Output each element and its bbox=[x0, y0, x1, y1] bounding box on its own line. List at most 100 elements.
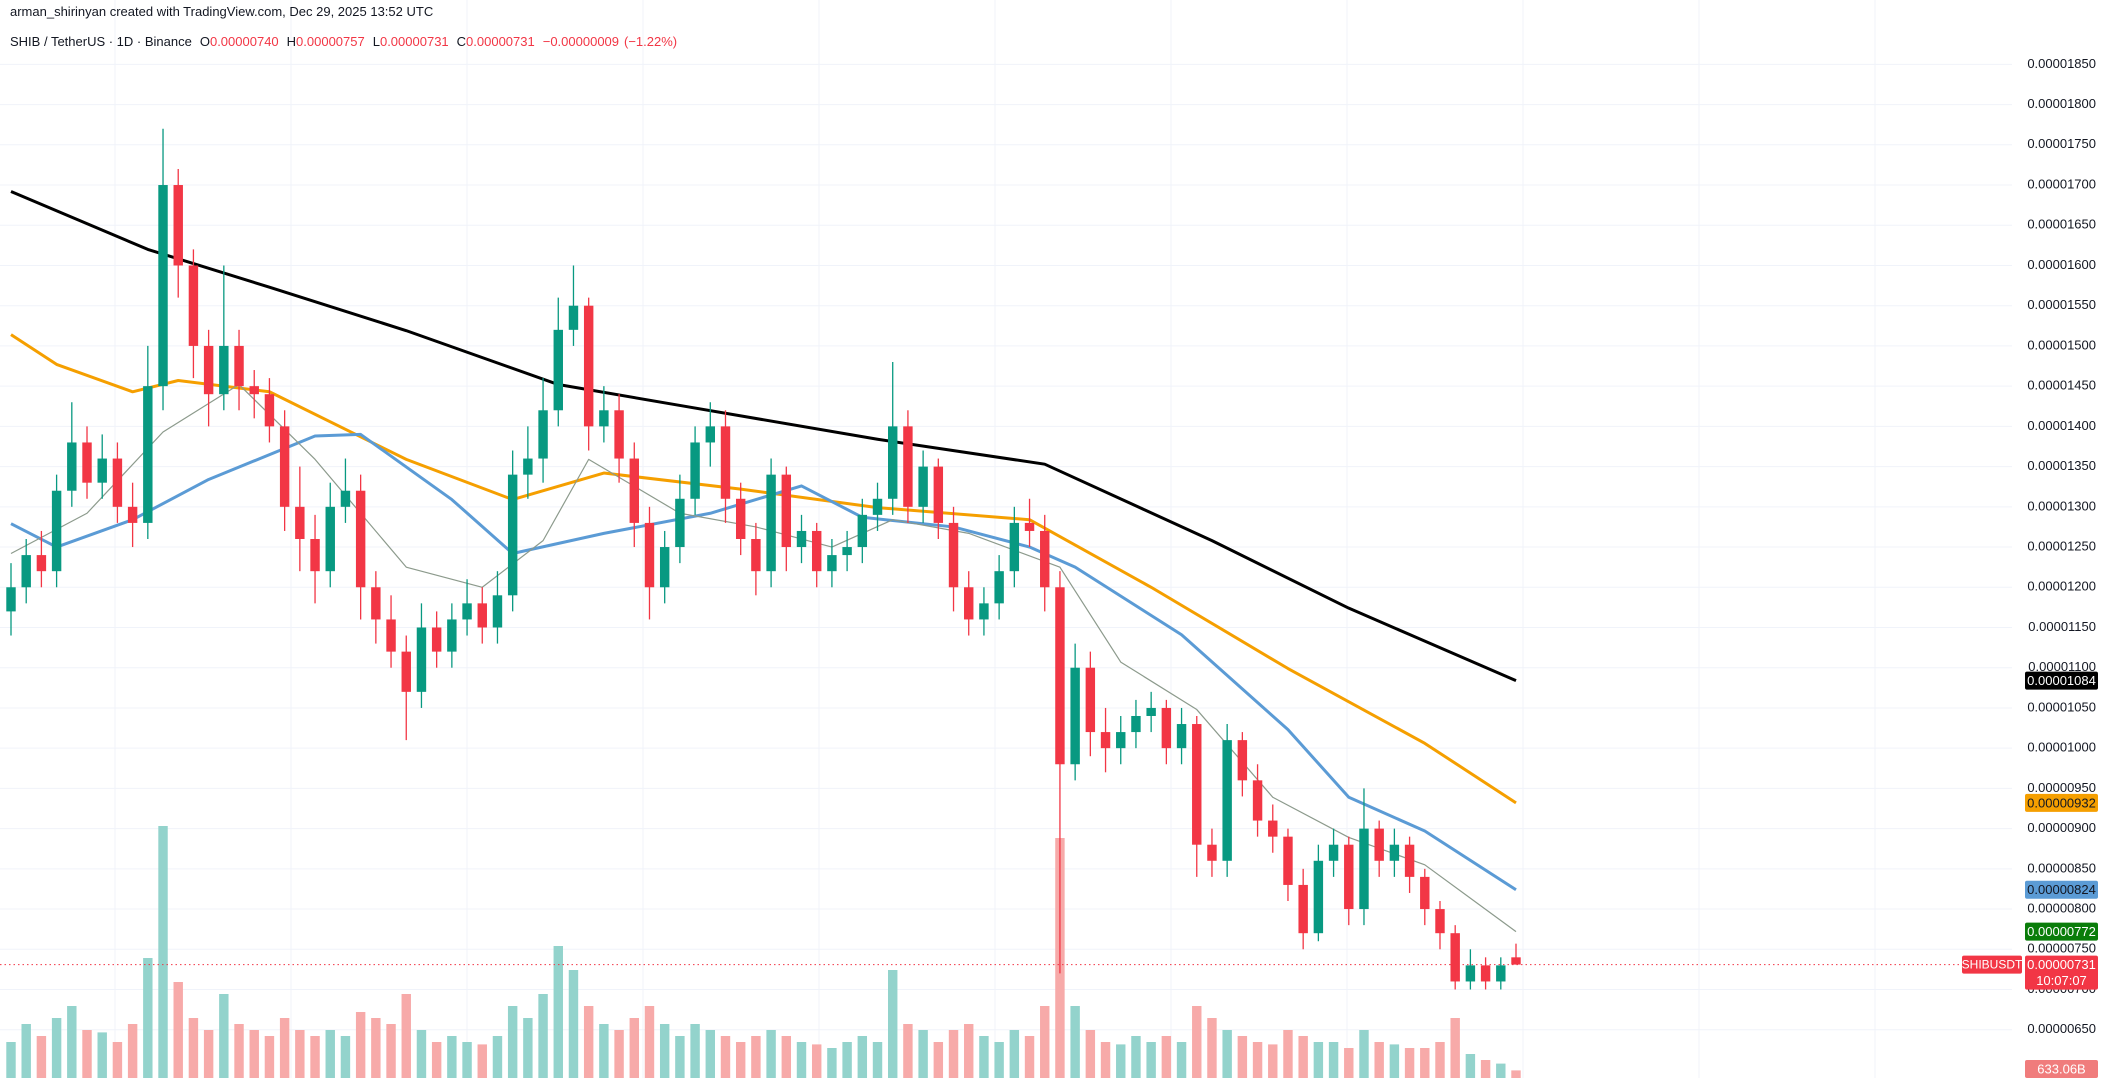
volume-bar bbox=[1435, 1042, 1445, 1078]
y-tick-label: 0.00000750 bbox=[2027, 941, 2096, 956]
candle-body bbox=[310, 539, 320, 572]
author-line: arman_shirinyan created with TradingView… bbox=[10, 4, 434, 19]
candle-body bbox=[903, 426, 913, 507]
candle-body bbox=[279, 426, 290, 507]
candle-body bbox=[1328, 844, 1339, 861]
volume-bar bbox=[188, 1018, 199, 1078]
volume-bar bbox=[67, 1006, 77, 1078]
candle-body bbox=[1283, 836, 1293, 885]
candle-body bbox=[416, 627, 427, 692]
volume-bar bbox=[507, 1006, 518, 1078]
volume-bar bbox=[523, 1018, 533, 1078]
countdown: 10:07:07 bbox=[2036, 973, 2087, 988]
candle-body bbox=[431, 627, 442, 652]
volume-bar bbox=[1040, 1006, 1050, 1078]
volume-bar bbox=[538, 994, 548, 1078]
legend-key: L bbox=[372, 34, 380, 49]
volume-bar bbox=[1298, 1036, 1308, 1078]
candle-body bbox=[21, 555, 31, 588]
y-tick-label: 0.00001850 bbox=[2027, 56, 2096, 71]
legend-key: H bbox=[286, 34, 297, 49]
volume-bar bbox=[857, 1036, 868, 1078]
volume-bar bbox=[599, 1024, 609, 1078]
volume-bar bbox=[1252, 1042, 1263, 1078]
y-tick-label: 0.00000950 bbox=[2027, 780, 2096, 795]
volume-bar bbox=[735, 1042, 746, 1078]
candle-body bbox=[888, 426, 898, 499]
price-label: 0.00000932 bbox=[2027, 795, 2096, 810]
volume-bar bbox=[1268, 1044, 1278, 1078]
last-price-box bbox=[2025, 955, 2098, 990]
candle-body bbox=[1207, 844, 1217, 861]
volume-bar bbox=[1359, 1030, 1369, 1078]
candle-body bbox=[1192, 724, 1202, 845]
volume-bar bbox=[1511, 1070, 1521, 1078]
candle-body bbox=[766, 474, 776, 572]
legend-value: 0.00000731 bbox=[379, 34, 449, 49]
y-tick-label: 0.00001100 bbox=[2028, 659, 2096, 674]
candle-body bbox=[614, 410, 624, 459]
volume-bar bbox=[36, 1036, 47, 1078]
candle-body bbox=[857, 514, 868, 548]
volume-bar bbox=[948, 1030, 959, 1078]
legend-value: 0.00000757 bbox=[296, 34, 365, 49]
symbol: SHIB / TetherUS · 1D · Binance bbox=[10, 34, 192, 49]
candle-body bbox=[97, 458, 107, 483]
volume-bar bbox=[690, 1024, 700, 1078]
volume-bar bbox=[295, 1030, 305, 1078]
candle-body bbox=[1420, 876, 1430, 910]
volume-bar bbox=[568, 970, 579, 1078]
candle-body bbox=[203, 345, 214, 395]
y-tick-label: 0.00001400 bbox=[2027, 418, 2096, 433]
volume-bar bbox=[811, 1044, 822, 1078]
volume-bar bbox=[1116, 1044, 1126, 1078]
volume-bar bbox=[1450, 1018, 1460, 1078]
candle-body bbox=[1496, 965, 1506, 982]
candle-body bbox=[234, 345, 244, 387]
volume-bar bbox=[127, 1024, 138, 1078]
candle-body bbox=[948, 522, 959, 588]
candle-body bbox=[1009, 522, 1020, 572]
volume-bar bbox=[386, 1024, 396, 1078]
candle-body bbox=[994, 571, 1004, 604]
volume-bar bbox=[143, 958, 153, 1078]
change-percent: (−1.22%) bbox=[624, 34, 678, 49]
volume-bar bbox=[371, 1018, 381, 1078]
volume-bar bbox=[979, 1036, 989, 1078]
candle-body bbox=[720, 426, 731, 499]
candle-body bbox=[1344, 844, 1354, 910]
volume-bar bbox=[1100, 1042, 1111, 1078]
candle-body bbox=[1480, 965, 1491, 982]
price-label-box bbox=[2025, 880, 2098, 899]
candle-body bbox=[842, 547, 852, 556]
y-tick-label: 0.00001450 bbox=[2027, 378, 2096, 393]
candle-body bbox=[872, 498, 883, 515]
volume-bar bbox=[827, 1048, 837, 1078]
legend-key: C bbox=[456, 34, 467, 49]
volume-bar bbox=[553, 946, 563, 1078]
candle-body bbox=[325, 506, 335, 572]
volume-bar bbox=[1404, 1048, 1415, 1078]
candle-body bbox=[355, 490, 366, 588]
y-tick-label: 0.00001500 bbox=[2027, 337, 2096, 352]
volume-bar bbox=[234, 1024, 244, 1078]
candle-body bbox=[1070, 667, 1080, 765]
volume-bar bbox=[310, 1036, 320, 1078]
candle-body bbox=[1374, 828, 1384, 861]
moving-average bbox=[10, 432, 1517, 892]
candle-body bbox=[1359, 828, 1369, 910]
volume-bar bbox=[1009, 1030, 1020, 1078]
volume-bar bbox=[1222, 1030, 1232, 1078]
volume-bar bbox=[1070, 1006, 1080, 1078]
candle-body bbox=[964, 587, 974, 620]
candle-body bbox=[583, 305, 594, 427]
candle-body bbox=[401, 651, 411, 692]
volume-bar bbox=[492, 1036, 503, 1078]
candle-body bbox=[462, 603, 472, 620]
candle-body bbox=[1024, 522, 1035, 531]
volume-bar bbox=[659, 1024, 670, 1078]
candle-body bbox=[340, 490, 351, 507]
y-tick-label: 0.00000850 bbox=[2027, 860, 2096, 875]
volume-bar bbox=[462, 1042, 472, 1078]
